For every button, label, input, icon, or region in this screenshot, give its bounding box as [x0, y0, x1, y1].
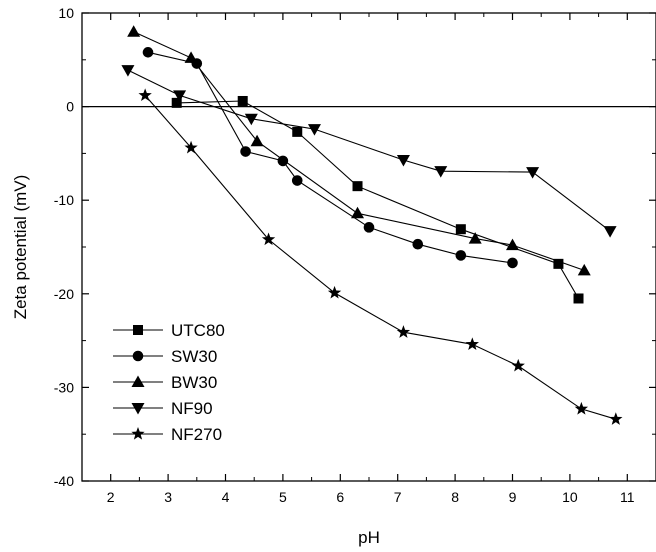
data-point-sw30	[507, 257, 518, 269]
series-bw30	[127, 25, 591, 276]
data-point-nf270	[511, 358, 525, 372]
data-point-utc80	[553, 258, 564, 269]
legend-item-bw30: BW30	[113, 373, 217, 392]
series-sw30	[142, 47, 518, 269]
data-point-sw30	[240, 146, 251, 157]
series-layer	[121, 25, 623, 425]
data-point-nf270	[184, 140, 198, 154]
data-point-nf270	[465, 337, 479, 351]
legend-label: BW30	[171, 373, 217, 392]
x-tick-label: 7	[394, 489, 402, 505]
series-line-bw30	[133, 31, 585, 271]
legend-label: NF90	[171, 399, 213, 418]
legend-marker-bw30	[131, 375, 145, 387]
data-point-nf90	[244, 113, 258, 126]
series-line-nf90	[127, 69, 611, 232]
data-point-bw30	[184, 51, 198, 63]
data-point-nf270	[396, 325, 411, 338]
data-point-bw30	[127, 25, 141, 37]
x-tick-label: 5	[279, 489, 287, 505]
data-point-nf270	[327, 285, 342, 299]
data-point-sw30	[412, 238, 424, 250]
data-point-nf90	[603, 226, 617, 238]
data-point-nf270	[138, 88, 152, 102]
x-tick-label: 4	[222, 489, 230, 505]
plot-frame	[81, 12, 656, 482]
legend-item-utc80: UTC80	[113, 321, 225, 340]
data-point-utc80	[455, 224, 466, 235]
y-tick-label: 0	[66, 99, 74, 115]
y-tick-label: -10	[54, 192, 74, 208]
data-point-bw30	[250, 134, 264, 147]
x-tick-label: 10	[562, 489, 578, 505]
x-tick-label: 2	[107, 489, 115, 505]
data-point-sw30	[455, 250, 467, 261]
axis-ticks: 2 3 4 5 6 7 8 9 10 11 -40 -30 -20 -10 0 10	[54, 5, 656, 505]
series-nf270	[138, 88, 623, 425]
data-point-nf90	[396, 154, 410, 167]
data-point-nf90	[434, 166, 448, 178]
x-tick-label: 3	[164, 489, 172, 505]
legend: UTC80 SW30 BW30 NF90 NF270	[113, 321, 225, 444]
data-point-bw30	[351, 206, 365, 219]
legend-marker-utc80	[133, 325, 143, 335]
data-point-nf90	[526, 167, 540, 179]
x-tick-label: 9	[509, 489, 517, 505]
data-point-utc80	[573, 293, 584, 304]
data-point-bw30	[577, 263, 591, 276]
data-point-sw30	[142, 47, 154, 58]
legend-marker-sw30	[132, 350, 144, 362]
data-point-nf270	[574, 401, 589, 415]
x-tick-label: 11	[620, 489, 635, 505]
data-point-nf90	[173, 90, 187, 102]
data-point-nf270	[609, 412, 623, 425]
legend-label: UTC80	[171, 321, 225, 340]
data-point-sw30	[363, 222, 375, 233]
legend-item-nf90: NF90	[113, 399, 213, 418]
y-tick-label: 10	[58, 5, 74, 21]
y-tick-label: -30	[54, 379, 74, 395]
data-point-nf90	[121, 65, 135, 77]
data-point-utc80	[171, 97, 182, 108]
data-point-nf90	[307, 124, 321, 136]
legend-marker-nf90	[131, 403, 145, 415]
series-utc80	[171, 95, 584, 304]
series-line-utc80	[176, 100, 579, 299]
series-line-nf270	[144, 95, 616, 420]
data-point-utc80	[352, 181, 363, 192]
legend-label: NF270	[171, 425, 222, 444]
data-point-bw30	[506, 238, 519, 251]
legend-item-nf270: NF270	[113, 425, 222, 444]
data-point-utc80	[292, 126, 303, 137]
legend-marker-nf270	[131, 427, 145, 440]
x-tick-label: 8	[451, 489, 459, 505]
data-point-bw30	[468, 232, 482, 244]
legend-item-sw30: SW30	[113, 347, 217, 366]
series-nf90	[121, 65, 617, 238]
y-tick-label: -40	[54, 473, 74, 489]
y-tick-label: -20	[54, 286, 74, 302]
x-tick-label: 6	[336, 489, 344, 505]
y-axis-label: Zeta potential (mV)	[11, 175, 30, 320]
legend-label: SW30	[171, 347, 217, 366]
x-axis-label: pH	[358, 528, 380, 547]
data-point-nf270	[261, 232, 276, 246]
data-point-utc80	[237, 95, 248, 106]
data-point-sw30	[291, 175, 303, 186]
